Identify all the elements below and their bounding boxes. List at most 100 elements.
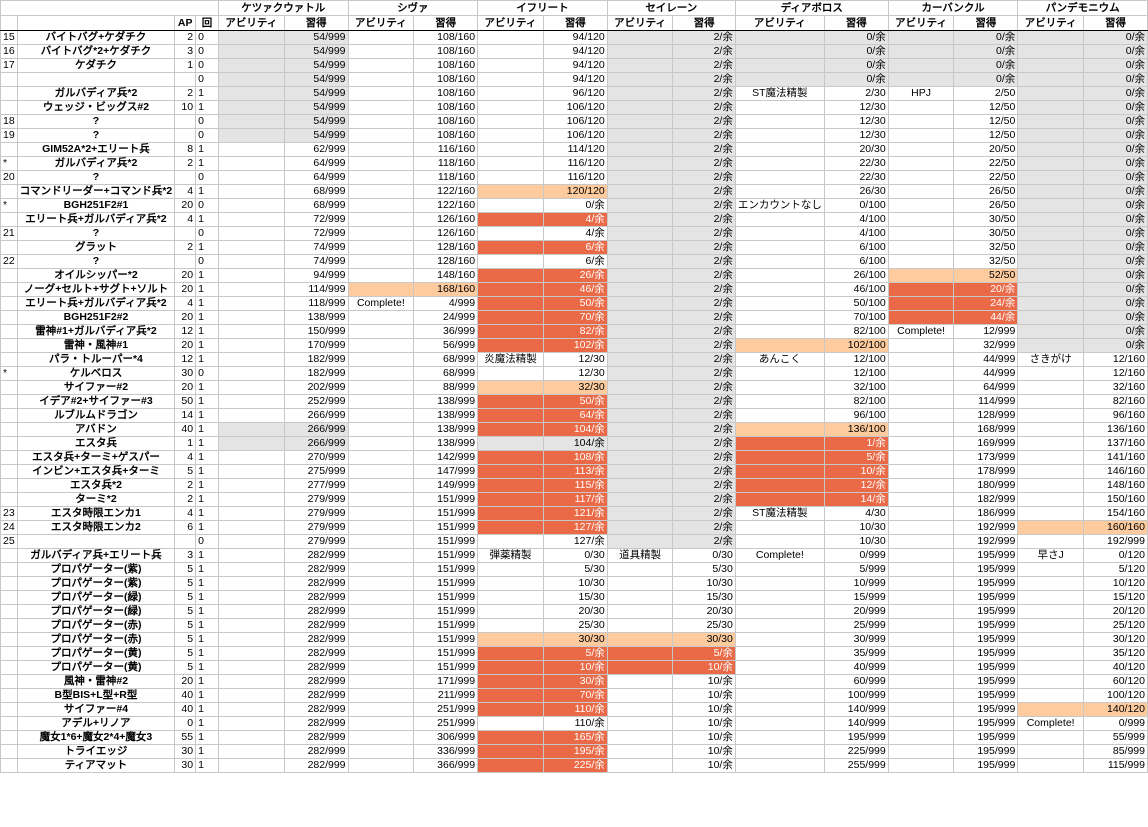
learn-progress-cell-5[interactable]: 12/999 (953, 324, 1019, 339)
enemy-name-cell[interactable]: ノーグ+セルト+サグト+ソルト (16, 282, 176, 297)
row-number-cell[interactable] (0, 478, 18, 493)
learn-progress-cell-0[interactable]: 282/999 (283, 618, 349, 633)
ability-cell-5[interactable] (887, 674, 955, 689)
learn-progress-cell-3[interactable]: 2/余 (672, 520, 736, 535)
learn-progress-cell-0[interactable]: 182/999 (283, 352, 349, 367)
row-number-cell[interactable] (0, 310, 18, 325)
ability-cell-0[interactable] (217, 688, 285, 703)
ability-cell-0[interactable] (217, 170, 285, 185)
ability-cell-0[interactable] (217, 240, 285, 255)
learn-progress-cell-3[interactable]: 10/余 (672, 758, 736, 773)
summon-header-6[interactable]: パンデモニウム (1017, 0, 1148, 16)
ability-cell-5[interactable] (887, 380, 955, 395)
learn-progress-cell-1[interactable]: 68/999 (413, 352, 479, 367)
header-enemy[interactable] (16, 15, 176, 31)
ability-cell-3[interactable] (606, 100, 674, 115)
learn-progress-cell-6[interactable]: 0/999 (1083, 716, 1148, 731)
learn-progress-cell-6[interactable]: 40/120 (1083, 660, 1148, 675)
learn-progress-cell-6[interactable]: 60/120 (1083, 674, 1148, 689)
learn-progress-cell-1[interactable]: 4/999 (413, 296, 479, 311)
ability-cell-4[interactable] (734, 380, 825, 395)
row-number-cell[interactable] (0, 380, 18, 395)
learn-progress-cell-6[interactable]: 0/余 (1083, 44, 1148, 59)
learn-progress-cell-5[interactable]: 12/50 (953, 100, 1019, 115)
learn-progress-cell-2[interactable]: 4/余 (542, 226, 608, 241)
ability-cell-5[interactable] (887, 282, 955, 297)
ability-cell-0[interactable] (217, 352, 285, 367)
enemy-name-cell[interactable]: イデア#2+サイファー#3 (16, 394, 176, 409)
enemy-name-cell[interactable]: ガルバディア兵*2 (16, 156, 176, 171)
ability-cell-2[interactable] (477, 30, 544, 45)
learn-progress-cell-3[interactable]: 2/余 (672, 240, 736, 255)
header-learn-6[interactable]: 習得 (1083, 15, 1148, 31)
kai-cell[interactable]: 1 (195, 744, 219, 759)
ability-cell-6[interactable] (1017, 296, 1084, 311)
ability-cell-1[interactable] (347, 44, 415, 59)
learn-progress-cell-6[interactable]: 0/余 (1083, 282, 1148, 297)
enemy-name-cell[interactable]: アデル+リノア (16, 716, 176, 731)
learn-progress-cell-5[interactable]: 195/999 (953, 688, 1019, 703)
ability-cell-1[interactable] (347, 562, 415, 577)
ap-cell[interactable]: 14 (174, 408, 197, 423)
learn-progress-cell-6[interactable]: 148/160 (1083, 478, 1148, 493)
learn-progress-cell-6[interactable]: 10/120 (1083, 576, 1148, 591)
ability-cell-0[interactable] (217, 338, 285, 353)
ability-cell-0[interactable] (217, 296, 285, 311)
kai-cell[interactable]: 1 (195, 674, 219, 689)
ability-cell-4[interactable] (734, 604, 825, 619)
row-number-cell[interactable] (0, 716, 18, 731)
learn-progress-cell-4[interactable]: 0/999 (823, 548, 889, 563)
learn-progress-cell-6[interactable]: 0/余 (1083, 170, 1148, 185)
learn-progress-cell-1[interactable]: 336/999 (413, 744, 479, 759)
ability-cell-1[interactable] (347, 590, 415, 605)
ability-cell-2[interactable] (477, 730, 544, 745)
kai-cell[interactable]: 1 (195, 464, 219, 479)
ability-cell-3[interactable] (606, 744, 674, 759)
ability-cell-6[interactable] (1017, 72, 1084, 87)
ability-cell-6[interactable] (1017, 268, 1084, 283)
ap-cell[interactable]: 5 (174, 604, 197, 619)
learn-progress-cell-0[interactable]: 279/999 (283, 534, 349, 549)
ability-cell-6[interactable] (1017, 44, 1084, 59)
enemy-name-cell[interactable]: ルブルムドラゴン (16, 408, 176, 423)
learn-progress-cell-3[interactable]: 10/余 (672, 702, 736, 717)
ability-cell-0[interactable] (217, 632, 285, 647)
row-number-cell[interactable] (0, 240, 18, 255)
row-number-cell[interactable]: 16 (0, 44, 18, 59)
ability-cell-3[interactable] (606, 184, 674, 199)
kai-cell[interactable]: 1 (195, 576, 219, 591)
row-number-cell[interactable] (0, 100, 18, 115)
ability-cell-2[interactable] (477, 310, 544, 325)
learn-progress-cell-2[interactable]: 115/余 (542, 478, 608, 493)
learn-progress-cell-3[interactable]: 2/余 (672, 212, 736, 227)
enemy-name-cell[interactable]: ? (16, 114, 176, 129)
ability-cell-1[interactable] (347, 310, 415, 325)
ability-cell-3[interactable] (606, 758, 674, 773)
learn-progress-cell-0[interactable]: 74/999 (283, 240, 349, 255)
learn-progress-cell-2[interactable]: 110/余 (542, 702, 608, 717)
ability-cell-2[interactable] (477, 44, 544, 59)
learn-progress-cell-1[interactable]: 168/160 (413, 282, 479, 297)
learn-progress-cell-6[interactable]: 0/余 (1083, 268, 1148, 283)
row-number-cell[interactable] (0, 408, 18, 423)
ability-cell-4[interactable] (734, 758, 825, 773)
learn-progress-cell-5[interactable]: 12/50 (953, 114, 1019, 129)
learn-progress-cell-0[interactable]: 54/999 (283, 86, 349, 101)
learn-progress-cell-6[interactable]: 140/120 (1083, 702, 1148, 717)
ability-cell-2[interactable] (477, 702, 544, 717)
enemy-name-cell[interactable]: ? (16, 226, 176, 241)
enemy-name-cell[interactable]: BGH251F2#2 (16, 310, 176, 325)
ability-cell-4[interactable] (734, 114, 825, 129)
learn-progress-cell-2[interactable]: 6/余 (542, 240, 608, 255)
learn-progress-cell-6[interactable]: 150/160 (1083, 492, 1148, 507)
ability-cell-1[interactable] (347, 100, 415, 115)
learn-progress-cell-1[interactable]: 151/999 (413, 562, 479, 577)
ability-cell-2[interactable] (477, 114, 544, 129)
ap-cell[interactable]: 4 (174, 450, 197, 465)
ability-cell-5[interactable] (887, 338, 955, 353)
ability-cell-2[interactable] (477, 450, 544, 465)
ability-cell-5[interactable] (887, 240, 955, 255)
ability-cell-4[interactable] (734, 702, 825, 717)
learn-progress-cell-4[interactable]: 35/999 (823, 646, 889, 661)
row-number-cell[interactable] (0, 618, 18, 633)
